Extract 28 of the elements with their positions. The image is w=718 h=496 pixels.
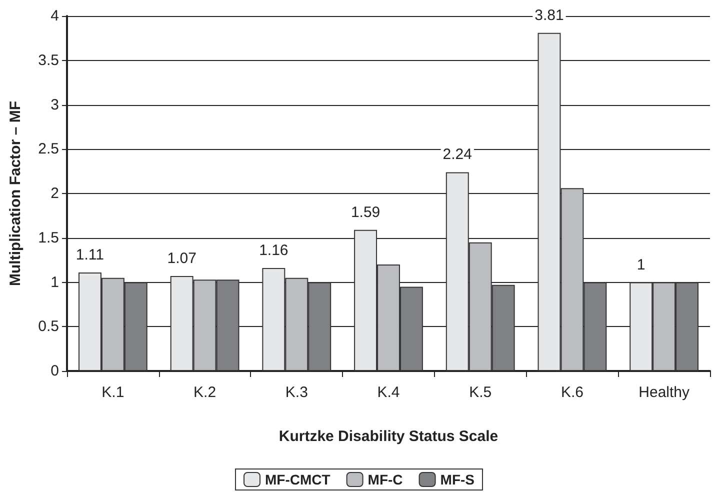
data-label: 1.16 <box>259 242 288 260</box>
data-label: 1.11 <box>76 246 104 264</box>
data-label: 1.07 <box>167 250 196 268</box>
y-tick-label: 2.5 <box>38 140 59 158</box>
y-tick-label: 3 <box>50 96 59 114</box>
x-tick-label: K.4 <box>377 384 400 401</box>
y-tick-label: 3.5 <box>38 52 59 69</box>
data-label: 3.81 <box>534 6 564 24</box>
x-tick-label: K.5 <box>469 384 492 401</box>
legend-label: MF-C <box>368 472 403 488</box>
legend-label: MF-CMCT <box>264 472 331 488</box>
y-tick-label: 2 <box>50 185 59 202</box>
y-tick-label: 0 <box>50 362 59 380</box>
x-tick-label: K.2 <box>194 384 216 401</box>
y-tick-label: 0.5 <box>38 318 59 336</box>
x-tick-label: K.1 <box>102 384 124 401</box>
x-axis-title: Kurtzke Disability Status Scale <box>278 428 498 445</box>
x-tick-label: K.6 <box>560 384 584 401</box>
y-axis-title: Multiplication Factor – MF <box>7 100 24 286</box>
y-tick-label: 4 <box>50 8 59 24</box>
x-tick-label: Healthy <box>638 384 690 401</box>
data-label: 1 <box>636 256 646 274</box>
data-label: 1.59 <box>350 204 380 221</box>
data-label: 2.24 <box>442 146 472 164</box>
x-tick-label: K.3 <box>285 384 308 401</box>
y-tick-label: 1.5 <box>38 229 59 246</box>
legend-label: MF-S <box>440 472 475 488</box>
y-tick-label: 1 <box>50 274 59 291</box>
